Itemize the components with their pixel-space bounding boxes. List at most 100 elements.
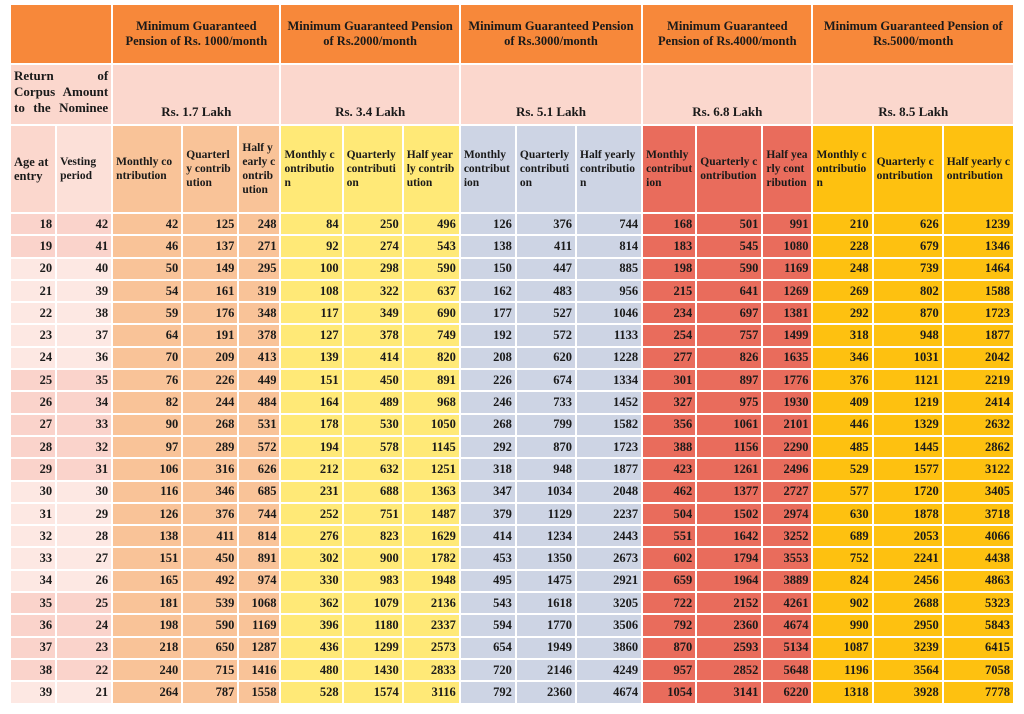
vesting-cell: 37 bbox=[57, 325, 112, 346]
contribution-cell: 46 bbox=[113, 236, 182, 257]
table-row: 24 36 70 209 413 139 414 820 208 620 1228 277 826 163… bbox=[11, 347, 1013, 369]
contribution-cell: 590 bbox=[697, 258, 762, 279]
contribution-cell: 3141 bbox=[697, 682, 762, 703]
vesting-cell: 40 bbox=[57, 258, 112, 279]
corpus-amount: Rs. 6.8 Lakh bbox=[643, 65, 812, 124]
contribution-cell: 983 bbox=[343, 570, 402, 592]
contribution-cell: 349 bbox=[343, 303, 402, 324]
vesting-cell: 42 bbox=[57, 214, 112, 235]
contribution-cell: 4249 bbox=[577, 659, 642, 681]
contribution-cell: 1050 bbox=[403, 414, 459, 435]
contribution-cell: 181 bbox=[113, 593, 182, 614]
contribution-cell: 528 bbox=[281, 682, 342, 703]
contribution-cell: 1618 bbox=[516, 593, 576, 614]
table-row: 26 34 82 244 484 164 489 968 246 733 1452 327 975 193… bbox=[11, 392, 1013, 413]
contribution-cell: 2727 bbox=[763, 481, 812, 502]
contribution-cell: 1318 bbox=[813, 682, 872, 703]
corpus-amount: Rs. 8.5 Lakh bbox=[813, 65, 1013, 124]
table-row: 21 39 54 161 319 108 322 637 162 483 956 215 641 1269… bbox=[11, 280, 1013, 302]
contribution-column-header: Quarterly contribution bbox=[183, 126, 238, 212]
contribution-cell: 485 bbox=[813, 436, 872, 458]
contribution-cell: 757 bbox=[697, 325, 762, 346]
contribution-cell: 191 bbox=[183, 325, 238, 346]
vesting-cell: 29 bbox=[57, 503, 112, 525]
contribution-cell: 54 bbox=[113, 280, 182, 302]
contribution-cell: 1080 bbox=[763, 236, 812, 257]
contribution-cell: 198 bbox=[643, 258, 696, 279]
contribution-cell: 1219 bbox=[873, 392, 942, 413]
contribution-cell: 5323 bbox=[943, 593, 1013, 614]
table-row: 35 25 181 539 1068 362 1079 2136 543 1618 3205 722 2… bbox=[11, 593, 1013, 614]
contribution-cell: 7058 bbox=[943, 659, 1013, 681]
contribution-cell: 248 bbox=[239, 214, 280, 235]
contribution-cell: 733 bbox=[516, 392, 576, 413]
age-cell: 30 bbox=[11, 481, 56, 502]
contribution-cell: 602 bbox=[643, 548, 696, 569]
contribution-cell: 409 bbox=[813, 392, 872, 413]
contribution-cell: 492 bbox=[183, 570, 238, 592]
contribution-cell: 2146 bbox=[516, 659, 576, 681]
contribution-cell: 3860 bbox=[577, 637, 642, 658]
contribution-cell: 4674 bbox=[577, 682, 642, 703]
table-row: 25 35 76 226 449 151 450 891 226 674 1334 301 897 177… bbox=[11, 370, 1013, 391]
contribution-cell: 4863 bbox=[943, 570, 1013, 592]
age-cell: 33 bbox=[11, 548, 56, 569]
contribution-cell: 814 bbox=[239, 526, 280, 547]
contribution-cell: 501 bbox=[697, 214, 762, 235]
contribution-cell: 885 bbox=[577, 258, 642, 279]
contribution-cell: 1629 bbox=[403, 526, 459, 547]
table-row: 31 29 126 376 744 252 751 1487 379 1129 2237 504 150… bbox=[11, 503, 1013, 525]
vesting-cell: 23 bbox=[57, 637, 112, 658]
contribution-cell: 1878 bbox=[873, 503, 942, 525]
contribution-cell: 990 bbox=[813, 615, 872, 636]
contribution-cell: 3116 bbox=[403, 682, 459, 703]
contribution-cell: 1445 bbox=[873, 436, 942, 458]
contribution-cell: 2593 bbox=[697, 637, 762, 658]
contribution-cell: 948 bbox=[516, 459, 576, 480]
contribution-cell: 744 bbox=[577, 214, 642, 235]
contribution-cell: 212 bbox=[281, 459, 342, 480]
contribution-cell: 362 bbox=[281, 593, 342, 614]
vesting-cell: 27 bbox=[57, 548, 112, 569]
contribution-cell: 1416 bbox=[239, 659, 280, 681]
pension-header: Minimum Guaranteed Pension of Rs.2000/mo… bbox=[281, 5, 459, 63]
contribution-cell: 991 bbox=[763, 214, 812, 235]
contribution-cell: 974 bbox=[239, 570, 280, 592]
contribution-cell: 1964 bbox=[697, 570, 762, 592]
table-row: 36 24 198 590 1169 396 1180 2337 594 1770 3506 792 2… bbox=[11, 615, 1013, 636]
contribution-cell: 90 bbox=[113, 414, 182, 435]
contribution-cell: 264 bbox=[113, 682, 182, 703]
contribution-cell: 632 bbox=[343, 459, 402, 480]
contribution-cell: 543 bbox=[403, 236, 459, 257]
contribution-cell: 891 bbox=[403, 370, 459, 391]
contribution-cell: 271 bbox=[239, 236, 280, 257]
contribution-cell: 787 bbox=[183, 682, 238, 703]
contribution-cell: 530 bbox=[343, 414, 402, 435]
contribution-cell: 749 bbox=[403, 325, 459, 346]
contribution-cell: 150 bbox=[460, 258, 515, 279]
contribution-cell: 752 bbox=[813, 548, 872, 569]
contribution-cell: 2048 bbox=[577, 481, 642, 502]
contribution-column-header: Monthly contribution bbox=[113, 126, 182, 212]
contribution-cell: 449 bbox=[239, 370, 280, 391]
contribution-cell: 215 bbox=[643, 280, 696, 302]
contribution-cell: 1377 bbox=[697, 481, 762, 502]
table-row: 23 37 64 191 378 127 378 749 192 572 1133 254 757 149… bbox=[11, 325, 1013, 346]
contribution-cell: 1464 bbox=[943, 258, 1013, 279]
table-row: 18 42 42 125 248 84 250 496 126 376 744 168 501 991 21… bbox=[11, 214, 1013, 235]
contribution-cell: 252 bbox=[281, 503, 342, 525]
contribution-cell: 1452 bbox=[577, 392, 642, 413]
contribution-cell: 1334 bbox=[577, 370, 642, 391]
contribution-cell: 106 bbox=[113, 459, 182, 480]
contribution-cell: 2852 bbox=[697, 659, 762, 681]
contribution-cell: 2950 bbox=[873, 615, 942, 636]
contribution-cell: 2673 bbox=[577, 548, 642, 569]
contribution-cell: 1346 bbox=[943, 236, 1013, 257]
contribution-cell: 739 bbox=[873, 258, 942, 279]
contribution-cell: 231 bbox=[281, 481, 342, 502]
table-row: 20 40 50 149 295 100 298 590 150 447 885 198 590 1169… bbox=[11, 258, 1013, 279]
contribution-cell: 4066 bbox=[943, 526, 1013, 547]
contribution-cell: 177 bbox=[460, 303, 515, 324]
table-row: 22 38 59 176 348 117 349 690 177 527 1046 234 697 138… bbox=[11, 303, 1013, 324]
age-cell: 21 bbox=[11, 280, 56, 302]
